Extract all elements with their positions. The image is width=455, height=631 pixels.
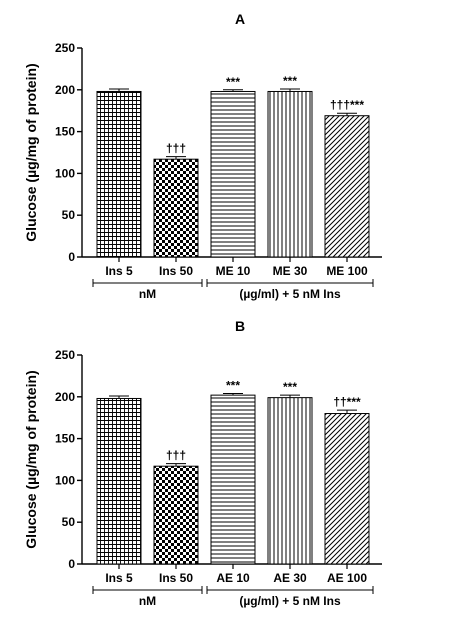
- significance-label: ***: [283, 380, 297, 394]
- x-tick-label: Ins 5: [105, 264, 133, 278]
- y-tick-label: 0: [68, 557, 75, 571]
- bar-me-30: [267, 90, 313, 258]
- y-tick-label: 100: [55, 473, 75, 487]
- significance-label: †††: [166, 449, 186, 463]
- significance-label: †††***: [330, 98, 364, 112]
- chart-panel-a: A Glucose (µg/mg of protein) 0 50 100 150 200 2…: [23, 11, 382, 301]
- significance-label: ***: [226, 378, 240, 392]
- bar-me-100: [324, 115, 370, 258]
- y-tick-label: 150: [55, 125, 75, 139]
- y-tick-label: 50: [62, 208, 76, 222]
- x-tick-label: AE 100: [327, 571, 367, 585]
- bar-ae-100: [324, 413, 370, 565]
- y-tick-label: 250: [55, 348, 75, 362]
- panel-title: B: [235, 318, 245, 334]
- y-axis-label: Glucose (µg/mg of protein): [23, 63, 39, 241]
- bar-ins-50: [153, 158, 199, 258]
- x-tick-label: ME 100: [326, 264, 368, 278]
- y-tick-label: 0: [68, 250, 75, 264]
- y-tick-label: 200: [55, 390, 75, 404]
- y-tick-label: 100: [55, 166, 75, 180]
- group-label: (µg/ml) + 5 nM Ins: [239, 594, 341, 608]
- group-label: (µg/ml) + 5 nM Ins: [239, 287, 341, 301]
- y-axis-label: Glucose (µg/mg of protein): [23, 370, 39, 548]
- y-tick-label: 250: [55, 41, 75, 55]
- y-tick-label: 150: [55, 432, 75, 446]
- bar-ae-10: [210, 394, 256, 565]
- x-tick-label: AE 10: [216, 571, 250, 585]
- bar-ins-5: [96, 90, 142, 258]
- bar-ae-30: [267, 397, 313, 565]
- group-label: nM: [139, 594, 156, 608]
- y-tick-label: 50: [62, 515, 76, 529]
- x-tick-label: ME 30: [273, 264, 308, 278]
- group-label: nM: [139, 287, 156, 301]
- x-tick-label: Ins 50: [159, 571, 193, 585]
- significance-label: ††***: [333, 395, 361, 409]
- y-tick-label: 200: [55, 83, 75, 97]
- x-tick-label: Ins 5: [105, 571, 133, 585]
- significance-label: ***: [226, 75, 240, 89]
- x-tick-label: ME 10: [216, 264, 251, 278]
- significance-label: ***: [283, 74, 297, 88]
- bar-ins-5: [96, 397, 142, 565]
- x-tick-label: AE 30: [273, 571, 307, 585]
- significance-label: †††: [166, 142, 186, 156]
- chart-panel-b: B Glucose (µg/mg of protein) 0 50 100 150 200 2…: [23, 318, 382, 608]
- panel-title: A: [235, 11, 245, 27]
- x-tick-label: Ins 50: [159, 264, 193, 278]
- bar-ins-50: [153, 465, 199, 565]
- bar-me-10: [210, 90, 256, 258]
